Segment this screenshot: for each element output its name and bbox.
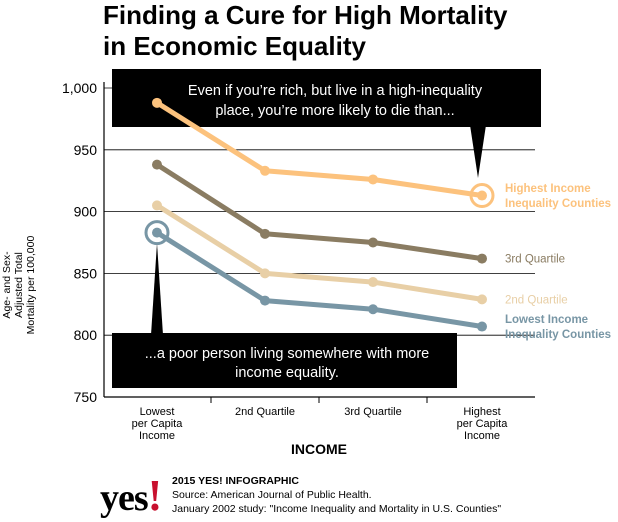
series-label: 3rd Quartile bbox=[505, 254, 565, 266]
data-point bbox=[477, 321, 487, 332]
data-point bbox=[368, 237, 378, 248]
data-point bbox=[477, 294, 487, 305]
chart-title: Finding a Cure for High Mortality in Eco… bbox=[103, 0, 603, 62]
series-line-2 bbox=[155, 162, 483, 262]
y-tick-label: 750 bbox=[74, 389, 98, 405]
data-point bbox=[260, 165, 270, 176]
x-tick-label: 2nd Quartile bbox=[235, 406, 295, 418]
series-label: Inequality Counties bbox=[505, 329, 611, 341]
annotation-text-top: Even if you’re rich, but live in a high-… bbox=[188, 83, 483, 99]
y-tick-label: 850 bbox=[74, 265, 98, 281]
data-point bbox=[260, 295, 270, 306]
data-point bbox=[152, 97, 162, 108]
credit-infographic: 2015 YES! INFOGRAPHIC bbox=[172, 475, 300, 487]
y-axis-title-line: Adjusted Total bbox=[13, 252, 25, 318]
annotation-text-top: place, you’re more likely to die than... bbox=[215, 103, 454, 119]
y-tick-label: 900 bbox=[74, 204, 98, 220]
x-tick-label: 3rd Quartile bbox=[344, 406, 401, 418]
series-label: Lowest Income bbox=[505, 314, 588, 326]
annotation-pointer-top bbox=[470, 125, 486, 178]
highlight-ring-bottom bbox=[144, 220, 170, 246]
y-tick-label: 800 bbox=[74, 327, 98, 343]
x-tick-label: Lowest bbox=[140, 406, 175, 418]
x-tick-label: Income bbox=[139, 430, 175, 442]
series-label: Highest Income bbox=[505, 183, 591, 195]
mortality-line-chart: 750 800 850 900 950 1,000 Age- and Sex- Adjuste… bbox=[1, 69, 611, 457]
series-line-4 bbox=[155, 230, 483, 329]
x-tick-label: Income bbox=[464, 430, 500, 442]
annotation-box-bottom bbox=[112, 333, 457, 388]
data-point bbox=[260, 268, 270, 279]
yes-logo-mark: ! bbox=[147, 471, 163, 520]
x-tick-label: per Capita bbox=[132, 418, 184, 430]
series-line-1 bbox=[155, 100, 483, 198]
yes-logo: yes! bbox=[100, 474, 162, 519]
chart-title-line-2: in Economic Equality bbox=[103, 31, 366, 61]
data-point bbox=[368, 277, 378, 288]
data-point bbox=[152, 200, 162, 211]
y-axis-title-line: Mortality per 100,000 bbox=[25, 236, 37, 335]
highlight-ring-top bbox=[469, 183, 495, 209]
x-tick-label: per Capita bbox=[457, 418, 509, 430]
chart-title-line-1: Finding a Cure for High Mortality bbox=[103, 0, 508, 30]
credit-source: Source: American Journal of Public Healt… bbox=[172, 489, 372, 501]
yes-logo-text: yes bbox=[100, 477, 149, 519]
annotation-text-bottom: ...a poor person living somewhere with m… bbox=[145, 346, 430, 362]
annotation-pointer-bottom bbox=[151, 243, 163, 335]
data-point bbox=[152, 159, 162, 170]
series-line-3 bbox=[155, 203, 483, 302]
annotation-text-bottom: income equality. bbox=[235, 365, 339, 381]
y-tick-label: 950 bbox=[74, 142, 98, 158]
data-point bbox=[477, 190, 487, 201]
y-tick-label: 1,000 bbox=[62, 80, 97, 96]
series-label: 2nd Quartile bbox=[505, 294, 568, 306]
x-axis-title: INCOME bbox=[291, 441, 347, 457]
y-axis-title-line: Age- and Sex- bbox=[1, 251, 13, 319]
data-point bbox=[368, 174, 378, 185]
data-point bbox=[477, 253, 487, 264]
series-label: Inequality Counties bbox=[505, 198, 611, 210]
data-point bbox=[368, 304, 378, 315]
x-tick-label: Highest bbox=[463, 406, 500, 418]
credit-study: January 2002 study: "Income Inequality a… bbox=[172, 503, 502, 515]
data-point bbox=[152, 227, 162, 238]
data-point bbox=[260, 228, 270, 239]
